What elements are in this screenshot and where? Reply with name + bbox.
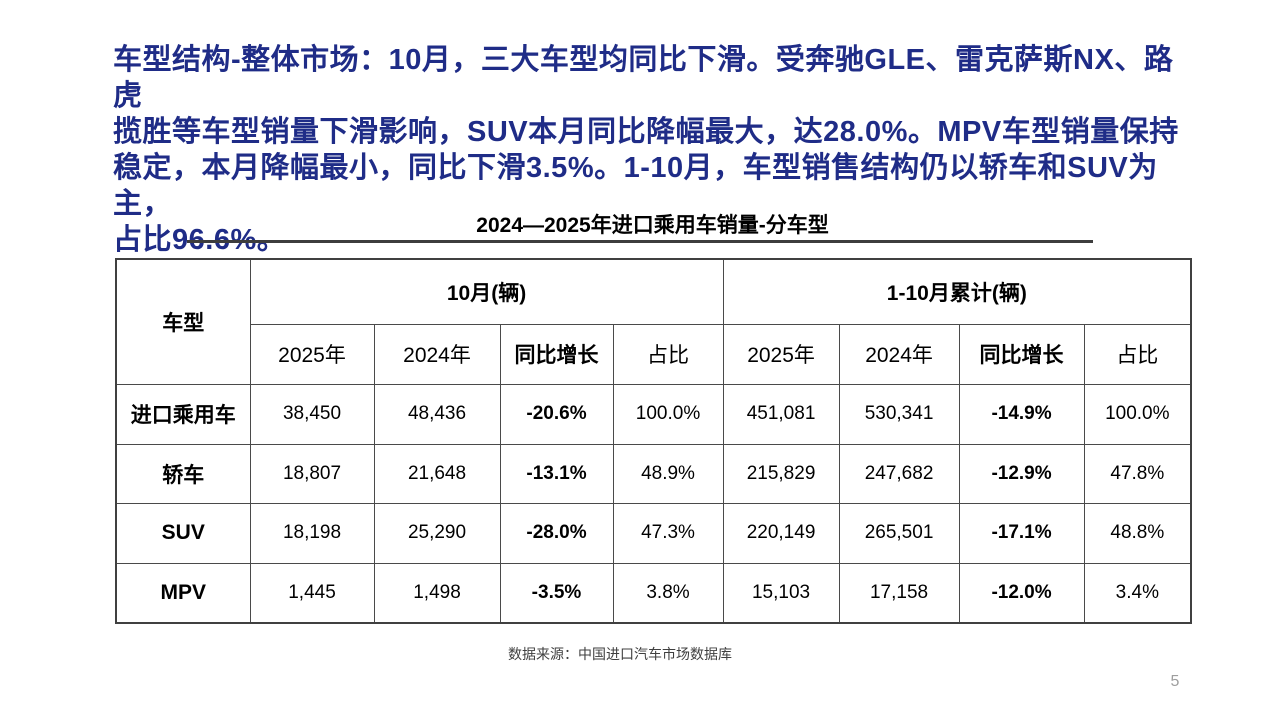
heading-line: 揽胜等车型销量下滑影响，SUV本月同比降幅最大，达28.0%。MPV车型销量保持 <box>113 116 1179 148</box>
cell-share: 3.4% <box>1083 562 1192 624</box>
header-vehicle-type: 车型 <box>115 258 251 385</box>
subheader-yoy-growth: 同比增长 <box>958 323 1085 385</box>
cell-value: 38,450 <box>249 383 375 445</box>
cell-value: 48,436 <box>373 383 501 445</box>
cell-yoy-growth: -20.6% <box>499 383 614 445</box>
cell-share: 47.3% <box>612 502 724 564</box>
cell-value: 215,829 <box>722 443 840 504</box>
cell-yoy-growth: -28.0% <box>499 502 614 564</box>
cell-value: 220,149 <box>722 502 840 564</box>
cell-value: 1,445 <box>249 562 375 624</box>
cell-value: 15,103 <box>722 562 840 624</box>
table-row: 进口乘用车 38,450 48,436 -20.6% 100.0% 451,08… <box>115 383 1192 445</box>
table-title: 2024—2025年进口乘用车销量-分车型 <box>476 214 829 237</box>
cell-value: 17,158 <box>838 562 960 624</box>
cell-value: 25,290 <box>373 502 501 564</box>
cell-value: 247,682 <box>838 443 960 504</box>
data-source-note: 数据来源：中国进口汽车市场数据库 <box>508 646 732 662</box>
table-header-sub-row: 2025年 2024年 同比增长 占比 2025年 2024年 同比增长 占比 <box>116 323 1192 385</box>
title-underline <box>187 240 1093 243</box>
subheader-share: 占比 <box>612 323 724 385</box>
header-october-units: 10月(辆) <box>249 258 724 325</box>
cell-share: 47.8% <box>1083 443 1192 504</box>
subheader-2025: 2025年 <box>249 323 375 385</box>
cell-value: 21,648 <box>373 443 501 504</box>
cell-yoy-growth: -3.5% <box>499 562 614 624</box>
subheader-2024: 2024年 <box>373 323 501 385</box>
cell-yoy-growth: -12.0% <box>958 562 1085 624</box>
sales-by-vehicle-type-table: 车型 10月(辆) 1-10月累计(辆) 2025年 2024年 同比增长 占比… <box>115 258 1193 624</box>
row-label-sedan: 轿车 <box>115 443 251 504</box>
cell-value: 18,198 <box>249 502 375 564</box>
cell-value: 1,498 <box>373 562 501 624</box>
cell-value: 530,341 <box>838 383 960 445</box>
heading-line: 车型结构-整体市场：10月，三大车型均同比下滑。受奔驰GLE、雷克萨斯NX、路虎 <box>113 44 1174 112</box>
cell-yoy-growth: -14.9% <box>958 383 1085 445</box>
cell-yoy-growth: -13.1% <box>499 443 614 504</box>
header-cumulative-units: 1-10月累计(辆) <box>722 258 1192 325</box>
cell-share: 48.9% <box>612 443 724 504</box>
subheader-2025: 2025年 <box>722 323 840 385</box>
heading-line: 稳定，本月降幅最小，同比下滑3.5%。1-10月，车型销售结构仍以轿车和SUV为… <box>113 152 1158 220</box>
subheader-2024: 2024年 <box>838 323 960 385</box>
row-label-imported-passenger-cars: 进口乘用车 <box>115 383 251 445</box>
table-row: 轿车 18,807 21,648 -13.1% 48.9% 215,829 24… <box>115 443 1192 504</box>
cell-yoy-growth: -17.1% <box>958 502 1085 564</box>
subheader-yoy-growth: 同比增长 <box>499 323 614 385</box>
table-row: MPV 1,445 1,498 -3.5% 3.8% 15,103 17,158… <box>115 562 1192 624</box>
cell-yoy-growth: -12.9% <box>958 443 1085 504</box>
subheader-share: 占比 <box>1083 323 1192 385</box>
cell-share: 100.0% <box>612 383 724 445</box>
table-row: SUV 18,198 25,290 -28.0% 47.3% 220,149 2… <box>115 502 1192 564</box>
cell-value: 265,501 <box>838 502 960 564</box>
page-number: 5 <box>1170 673 1180 690</box>
table-header-group-row: 车型 10月(辆) 1-10月累计(辆) <box>115 258 1192 385</box>
cell-share: 3.8% <box>612 562 724 624</box>
cell-value: 18,807 <box>249 443 375 504</box>
cell-share: 48.8% <box>1083 502 1192 564</box>
row-label-suv: SUV <box>115 502 251 564</box>
row-label-mpv: MPV <box>115 562 251 624</box>
cell-share: 100.0% <box>1083 383 1192 445</box>
cell-value: 451,081 <box>722 383 840 445</box>
